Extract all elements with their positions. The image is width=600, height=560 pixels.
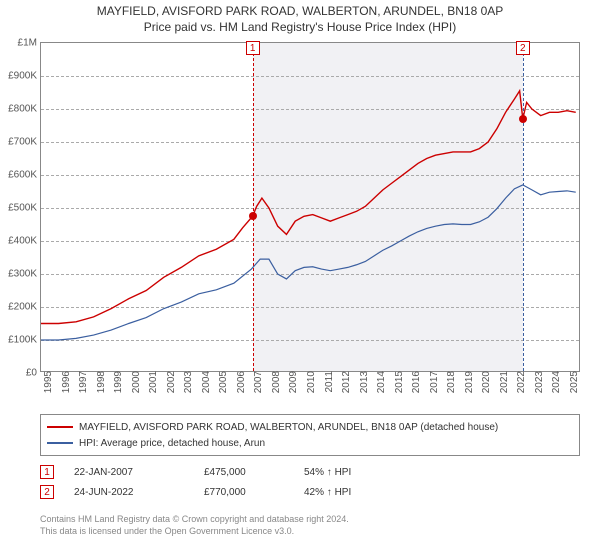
x-tick-label: 1998 — [94, 371, 107, 393]
x-tick-label: 2000 — [129, 371, 142, 393]
series-svg — [41, 43, 581, 373]
x-tick-label: 2006 — [234, 371, 247, 393]
transaction-row: 2 24-JUN-2022£770,00042% ↑ HPI — [40, 482, 404, 502]
x-tick-label: 2018 — [444, 371, 457, 393]
x-tick-label: 2024 — [549, 371, 562, 393]
x-tick-label: 2021 — [497, 371, 510, 393]
x-tick-label: 2025 — [567, 371, 580, 393]
x-tick-label: 2013 — [357, 371, 370, 393]
legend: MAYFIELD, AVISFORD PARK ROAD, WALBERTON,… — [40, 414, 580, 456]
title-sub: Price paid vs. HM Land Registry's House … — [0, 20, 600, 34]
transaction-point — [519, 115, 527, 123]
transactions-table: 1 22-JAN-2007£475,00054% ↑ HPI 2 24-JUN-202… — [40, 462, 404, 502]
x-tick-label: 2003 — [181, 371, 194, 393]
transaction-date: 24-JUN-2022 — [74, 487, 204, 498]
x-tick-label: 1995 — [41, 371, 54, 393]
x-tick-label: 2014 — [374, 371, 387, 393]
y-tick-label: £300K — [8, 269, 41, 280]
title-main: MAYFIELD, AVISFORD PARK ROAD, WALBERTON,… — [0, 4, 600, 18]
x-tick-label: 2011 — [322, 371, 335, 393]
footer-attribution: Contains HM Land Registry data © Crown c… — [40, 514, 349, 537]
y-tick-label: £100K — [8, 335, 41, 346]
transaction-delta: 42% ↑ HPI — [304, 487, 404, 498]
legend-swatch — [47, 442, 73, 444]
x-tick-label: 1996 — [59, 371, 72, 393]
transaction-marker: 2 — [516, 41, 530, 55]
legend-row: MAYFIELD, AVISFORD PARK ROAD, WALBERTON,… — [47, 419, 573, 435]
y-tick-label: £1M — [18, 38, 41, 49]
x-tick-label: 2002 — [164, 371, 177, 393]
y-tick-label: £900K — [8, 71, 41, 82]
x-tick-label: 2009 — [286, 371, 299, 393]
legend-label: HPI: Average price, detached house, Arun — [79, 438, 265, 449]
x-tick-label: 2015 — [392, 371, 405, 393]
transaction-number-box: 1 — [40, 465, 54, 479]
transaction-row: 1 22-JAN-2007£475,00054% ↑ HPI — [40, 462, 404, 482]
x-tick-label: 2004 — [199, 371, 212, 393]
x-tick-label: 2017 — [427, 371, 440, 393]
series-hpi — [41, 185, 576, 340]
x-tick-label: 2007 — [251, 371, 264, 393]
legend-label: MAYFIELD, AVISFORD PARK ROAD, WALBERTON,… — [79, 422, 498, 433]
chart-container: MAYFIELD, AVISFORD PARK ROAD, WALBERTON,… — [0, 0, 600, 560]
transaction-point — [249, 212, 257, 220]
y-tick-label: £500K — [8, 203, 41, 214]
x-tick-label: 2022 — [514, 371, 527, 393]
x-tick-label: 2005 — [216, 371, 229, 393]
x-tick-label: 2016 — [409, 371, 422, 393]
y-tick-label: £800K — [8, 104, 41, 115]
x-tick-label: 2008 — [269, 371, 282, 393]
x-tick-label: 2010 — [304, 371, 317, 393]
y-tick-label: £400K — [8, 236, 41, 247]
x-tick-label: 2019 — [462, 371, 475, 393]
footer-line2: This data is licensed under the Open Gov… — [40, 526, 349, 538]
x-tick-label: 1997 — [76, 371, 89, 393]
legend-row: HPI: Average price, detached house, Arun — [47, 435, 573, 451]
transaction-date: 22-JAN-2007 — [74, 467, 204, 478]
x-tick-label: 1999 — [111, 371, 124, 393]
transaction-delta: 54% ↑ HPI — [304, 467, 404, 478]
y-tick-label: £200K — [8, 302, 41, 313]
x-tick-label: 2012 — [339, 371, 352, 393]
footer-line1: Contains HM Land Registry data © Crown c… — [40, 514, 349, 526]
transaction-number-box: 2 — [40, 485, 54, 499]
y-tick-label: £600K — [8, 170, 41, 181]
y-tick-label: £0 — [26, 368, 41, 379]
transaction-price: £770,000 — [204, 487, 304, 498]
transaction-price: £475,000 — [204, 467, 304, 478]
series-price_paid — [41, 91, 576, 324]
transaction-marker: 1 — [246, 41, 260, 55]
title-block: MAYFIELD, AVISFORD PARK ROAD, WALBERTON,… — [0, 0, 600, 34]
legend-swatch — [47, 426, 73, 428]
x-tick-label: 2020 — [479, 371, 492, 393]
x-tick-label: 2023 — [532, 371, 545, 393]
x-tick-label: 2001 — [146, 371, 159, 393]
y-tick-label: £700K — [8, 137, 41, 148]
plot-area: £0£100K£200K£300K£400K£500K£600K£700K£80… — [40, 42, 580, 372]
